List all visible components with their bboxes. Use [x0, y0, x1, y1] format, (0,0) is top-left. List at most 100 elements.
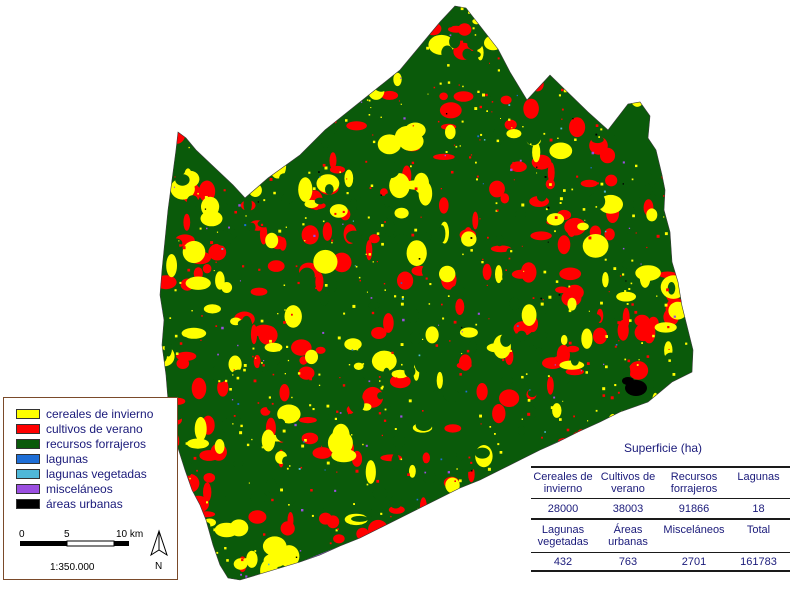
land-cover-patch — [368, 380, 371, 383]
land-cover-patch — [174, 176, 176, 178]
land-cover-patch — [187, 84, 190, 87]
land-cover-patch — [334, 489, 337, 492]
land-cover-patch — [650, 73, 660, 89]
land-cover-patch — [225, 190, 237, 206]
land-cover-patch — [256, 177, 257, 179]
land-cover-patch — [646, 246, 648, 249]
land-cover-patch — [508, 566, 512, 569]
land-cover-patch — [395, 377, 398, 379]
land-cover-patch — [480, 133, 483, 136]
land-cover-patch — [201, 79, 205, 83]
land-cover-patch — [248, 482, 250, 484]
land-cover-patch — [401, 296, 404, 299]
land-cover-patch — [479, 139, 481, 141]
land-cover-patch — [174, 334, 178, 338]
land-cover-patch — [267, 402, 279, 412]
land-cover-patch — [418, 258, 421, 260]
land-cover-patch — [382, 403, 392, 420]
land-cover-patch — [370, 107, 372, 109]
land-cover-patch — [584, 219, 586, 221]
header-cell: Lagunas vegetadas — [537, 524, 589, 548]
land-cover-patch — [256, 6, 268, 14]
land-cover-patch — [585, 74, 604, 92]
land-cover-patch — [246, 148, 248, 150]
land-cover-patch — [324, 166, 328, 170]
land-cover-patch — [287, 359, 290, 362]
land-cover-patch — [685, 202, 688, 205]
land-cover-patch — [506, 248, 513, 259]
land-cover-patch — [173, 186, 175, 188]
land-cover-patch — [522, 126, 524, 128]
land-cover-patch — [203, 473, 216, 483]
header-cell: Recursos forrajeros — [670, 471, 718, 495]
land-cover-patch — [280, 118, 289, 134]
land-cover-patch — [424, 471, 427, 474]
land-cover-patch — [510, 33, 523, 41]
land-cover-patch — [397, 572, 409, 580]
land-cover-patch — [315, 346, 326, 354]
land-cover-patch — [289, 573, 302, 580]
land-cover-patch — [415, 519, 433, 529]
land-cover-patch — [282, 429, 286, 433]
land-cover-patch — [591, 136, 604, 144]
land-cover-patch — [186, 438, 209, 449]
legend-swatch — [16, 408, 40, 419]
land-cover-patch — [469, 156, 472, 159]
land-cover-patch — [633, 197, 643, 212]
land-cover-patch — [631, 303, 634, 306]
legend-label: recursos forrajeros — [46, 436, 147, 451]
land-cover-patch — [277, 404, 301, 424]
land-cover-patch — [454, 510, 468, 520]
land-cover-patch — [162, 57, 171, 73]
land-cover-patch — [383, 283, 386, 285]
land-cover-patch — [601, 21, 624, 28]
land-cover-patch — [265, 232, 279, 249]
land-cover-patch — [610, 429, 613, 431]
land-cover-patch — [390, 515, 392, 518]
land-cover-patch — [312, 227, 315, 230]
land-cover-patch — [547, 206, 550, 209]
land-cover-patch — [216, 551, 219, 554]
land-cover-patch — [513, 179, 515, 181]
land-cover-patch — [269, 339, 272, 343]
land-cover-patch — [406, 240, 427, 266]
land-cover-patch — [651, 66, 653, 68]
land-cover-patch — [460, 40, 464, 44]
land-cover-patch — [667, 326, 670, 329]
land-cover-patch — [381, 385, 384, 388]
land-cover-patch — [562, 213, 565, 216]
land-cover-patch — [679, 181, 682, 184]
land-cover-patch — [445, 15, 455, 28]
land-cover-patch — [418, 557, 420, 559]
land-cover-patch — [646, 355, 650, 358]
land-cover-patch — [505, 269, 507, 271]
land-cover-patch — [486, 284, 488, 286]
land-cover-patch — [664, 303, 668, 307]
land-cover-patch — [547, 162, 555, 183]
land-cover-patch — [285, 133, 288, 136]
land-cover-patch — [508, 8, 511, 11]
land-cover-patch — [308, 171, 311, 174]
land-cover-patch — [641, 342, 643, 344]
land-cover-patch — [228, 355, 242, 374]
land-cover-patch — [456, 468, 458, 470]
land-cover-patch — [301, 225, 319, 245]
land-cover-patch — [506, 129, 522, 139]
land-cover-patch — [622, 273, 625, 276]
land-cover-patch — [384, 220, 396, 237]
land-cover-patch — [555, 286, 569, 294]
land-cover-patch — [414, 228, 418, 232]
land-cover-patch — [185, 442, 189, 445]
land-cover-patch — [561, 118, 563, 120]
land-cover-patch — [444, 154, 446, 157]
land-cover-patch — [588, 236, 592, 240]
land-cover-patch — [624, 290, 627, 293]
land-cover-patch — [233, 558, 248, 570]
land-cover-patch — [175, 352, 179, 355]
land-cover-patch — [372, 140, 376, 144]
land-cover-patch — [492, 404, 506, 424]
land-cover-patch — [468, 456, 471, 459]
land-cover-patch — [539, 461, 541, 463]
land-cover-patch — [479, 414, 482, 418]
land-cover-patch — [297, 372, 301, 375]
